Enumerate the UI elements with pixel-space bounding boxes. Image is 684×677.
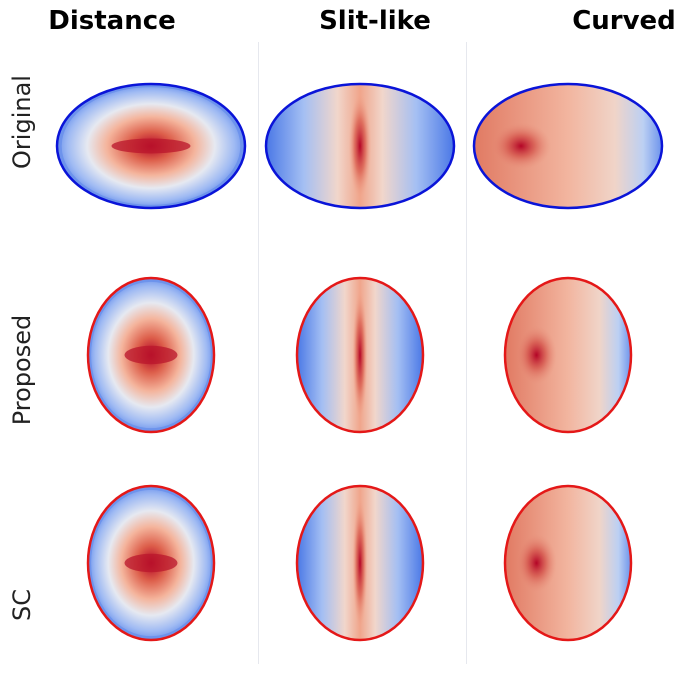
outline-sc-distance: [86, 484, 216, 642]
column-divider: [466, 42, 467, 664]
column-divider: [258, 42, 259, 664]
heatmap-panel-proposed-curved: [505, 278, 631, 432]
hotspot: [348, 93, 372, 199]
hotspot: [516, 533, 557, 593]
outline-sc-slit-like: [295, 484, 425, 642]
hotspot: [516, 325, 557, 385]
hotspot: [352, 497, 368, 629]
outline-original-slit-like: [264, 82, 456, 210]
hotspot: [124, 553, 178, 573]
hotspot: [124, 345, 178, 365]
heatmap-panel-proposed-distance: [88, 278, 214, 432]
heatmap-panel-sc-distance: [88, 486, 214, 640]
outline-original-distance: [55, 82, 247, 210]
heatmap-panel-sc-slit-like: [297, 486, 423, 640]
column-title-curved: Curved: [572, 6, 676, 36]
column-title-distance: Distance: [48, 6, 176, 36]
heatmap-panel-original-distance: [57, 84, 245, 208]
heatmap-panel-proposed-slit-like: [297, 278, 423, 432]
outline-proposed-slit-like: [295, 276, 425, 434]
heatmap-panel-original-slit-like: [266, 84, 454, 208]
heatmap-panel-sc-curved: [505, 486, 631, 640]
hotspot: [111, 138, 191, 154]
heatmap-panel-original-curved: [474, 84, 662, 208]
outline-proposed-curved: [503, 276, 633, 434]
outline-proposed-distance: [86, 276, 216, 434]
column-title-slit-like: Slit-like: [319, 6, 431, 36]
outline-sc-curved: [503, 484, 633, 642]
hotspot: [490, 122, 552, 170]
hotspot: [352, 289, 368, 421]
outline-original-curved: [472, 82, 664, 210]
